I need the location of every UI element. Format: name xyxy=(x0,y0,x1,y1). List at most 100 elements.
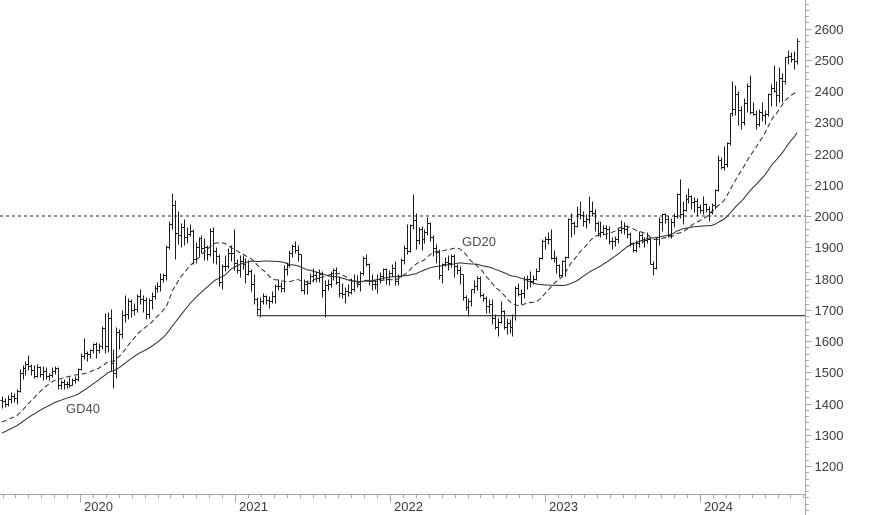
gd40-label: GD40 xyxy=(66,401,100,416)
gd40-line xyxy=(1,132,798,434)
ohlc-bar xyxy=(53,366,58,375)
x-tick-label-year: 2023 xyxy=(549,499,578,514)
ohlc-bar xyxy=(117,329,122,350)
ohlc-bar xyxy=(496,318,501,337)
ohlc-bar xyxy=(616,227,621,244)
ohlc-bar xyxy=(431,235,436,257)
ohlc-bar xyxy=(455,264,460,275)
y-tick-label: 1500 xyxy=(815,365,844,380)
ohlc-bar xyxy=(261,293,266,305)
ohlc-bar xyxy=(657,217,662,246)
ohlc-bar xyxy=(317,269,322,283)
ohlc-bar xyxy=(35,364,40,378)
ohlc-bar xyxy=(540,239,545,260)
ohlc-bar xyxy=(343,287,348,304)
ohlc-bar xyxy=(211,227,216,264)
ohlc-bar xyxy=(361,256,366,276)
ohlc-bar xyxy=(334,267,339,285)
ohlc-bar xyxy=(226,248,231,269)
ohlc-bar xyxy=(417,227,422,245)
ohlc-bar xyxy=(425,217,430,236)
ohlc-bar xyxy=(161,273,166,283)
ohlc-bar xyxy=(155,282,160,293)
ohlc-bar xyxy=(378,272,383,284)
ohlc-bar xyxy=(337,276,342,298)
ohlc-bar xyxy=(387,270,392,286)
ohlc-bar xyxy=(273,284,278,304)
ohlc-bar xyxy=(560,260,565,278)
ohlc-bar xyxy=(3,398,8,408)
ohlc-bar xyxy=(103,313,108,354)
ohlc-bar xyxy=(786,50,791,65)
ohlc-bar xyxy=(111,349,116,389)
ohlc-bar xyxy=(510,314,515,337)
ohlc-bar xyxy=(780,73,785,103)
ohlc-bar xyxy=(458,266,463,285)
ohlc-bar xyxy=(185,227,190,244)
ohlc-bar xyxy=(481,293,486,302)
y-tick-label: 2500 xyxy=(815,53,844,68)
ohlc-bar xyxy=(314,271,319,283)
ohlc-bar xyxy=(255,297,260,315)
ohlc-bar xyxy=(346,284,351,297)
ohlc-bar xyxy=(546,232,551,245)
ohlc-bar xyxy=(141,295,146,313)
ohlc-bar xyxy=(370,274,375,291)
ohlc-bar xyxy=(170,193,175,230)
y-tick-label: 2200 xyxy=(815,147,844,162)
y-tick-label: 1200 xyxy=(815,459,844,474)
ohlc-bar xyxy=(604,225,609,240)
ohlc-bar xyxy=(375,274,380,294)
ohlc-bar xyxy=(637,231,642,248)
ohlc-bar xyxy=(199,235,204,254)
ohlc-bar xyxy=(109,309,114,372)
ohlc-bar xyxy=(728,113,733,146)
ohlc-bar xyxy=(730,81,735,117)
ohlc-bar xyxy=(766,93,771,117)
ohlc-bar xyxy=(97,343,102,354)
ohlc-bar xyxy=(722,146,727,171)
x-tick-label-year: 2020 xyxy=(84,499,113,514)
ohlc-bar xyxy=(792,51,797,70)
ohlc-bar xyxy=(138,289,143,305)
ohlc-bar xyxy=(50,367,55,378)
gd20-polyline xyxy=(1,89,798,423)
ohlc-bar xyxy=(692,197,697,213)
ohlc-bar xyxy=(308,273,313,285)
ohlc-bar xyxy=(276,279,281,291)
y-tick-label: 2100 xyxy=(815,178,844,193)
ohlc-bar xyxy=(41,366,46,381)
ohlc-bar xyxy=(754,110,759,130)
ohlc-bar xyxy=(399,258,404,278)
ohlc-bar xyxy=(587,196,592,224)
ohlc-bar xyxy=(167,221,172,250)
ohlc-bar xyxy=(563,256,568,277)
ohlc-bar xyxy=(478,276,483,298)
ohlc-bar xyxy=(232,229,237,271)
y-tick-label: 1800 xyxy=(815,272,844,287)
ohlc-bar xyxy=(182,219,187,246)
ohlc-bar xyxy=(469,289,474,307)
gd20-label: GD20 xyxy=(462,234,496,249)
y-tick-label: 2300 xyxy=(815,115,844,130)
price-bars xyxy=(0,38,800,409)
ohlc-bar xyxy=(748,75,753,115)
ohlc-bar xyxy=(293,241,298,254)
ohlc-bar xyxy=(0,396,5,409)
ohlc-bar xyxy=(751,102,756,116)
ohlc-bar xyxy=(769,84,774,107)
y-axis: 1200 1300 1400 1500 1600 1700 1800 1900 2000 2100… xyxy=(805,0,844,515)
ohlc-bar xyxy=(552,250,557,263)
ohlc-bar xyxy=(508,319,513,334)
ohlc-bar xyxy=(305,280,310,295)
ohlc-bar xyxy=(194,242,199,264)
x-tick-label-year: 2024 xyxy=(704,499,733,514)
ohlc-bar xyxy=(411,194,416,230)
ohlc-bar xyxy=(100,326,105,350)
ohlc-bar xyxy=(258,297,263,318)
ohlc-bar xyxy=(18,369,23,393)
ohlc-bar xyxy=(613,236,618,247)
ohlc-bar xyxy=(428,222,433,242)
ohlc-bar xyxy=(173,200,178,260)
